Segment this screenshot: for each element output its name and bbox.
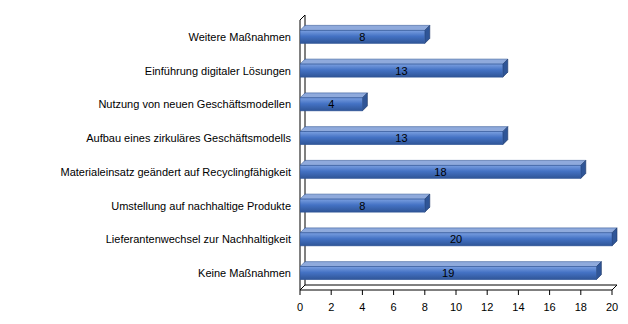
floor-back-edge [305, 285, 617, 286]
bar-front [300, 233, 612, 246]
data-label: 19 [442, 267, 454, 279]
x-tick-label: 14 [512, 301, 524, 313]
data-label: 18 [434, 166, 446, 178]
bar [300, 262, 601, 280]
bar-side [503, 59, 508, 77]
bar-side [612, 228, 617, 246]
bar-top [300, 262, 601, 267]
bar-top [300, 127, 508, 132]
chart-svg: 0 2 4 6 8 10 12 14 16 18 20 Weitere Maßnahmen Einfüh… [0, 0, 628, 324]
category-label: Aufbau eines zirkuläres Geschäftsmodells [86, 132, 291, 144]
axis-frame [300, 15, 617, 290]
bar [300, 25, 430, 43]
bar-front [300, 30, 425, 43]
data-label: 8 [359, 200, 365, 212]
x-tick-label: 12 [481, 301, 493, 313]
x-tick-label: 6 [391, 301, 397, 313]
x-tick [612, 290, 613, 295]
bar-top [300, 59, 508, 64]
bar-side [503, 127, 508, 145]
x-tick [456, 290, 457, 295]
bar-side [425, 25, 430, 43]
bar [300, 160, 586, 178]
category-label: Einführung digitaler Lösungen [145, 65, 291, 77]
x-tick-label: 10 [450, 301, 462, 313]
bar-side [581, 160, 586, 178]
bar [300, 127, 508, 145]
bar-side [362, 93, 367, 111]
data-label: 13 [395, 132, 407, 144]
frame-corner [300, 285, 305, 290]
bar-side [425, 194, 430, 212]
category-label: Materialeinsatz geändert auf Recyclingfä… [60, 166, 291, 178]
x-tick-label: 4 [359, 301, 365, 313]
data-labels: 8 13 4 13 18 8 20 19 [328, 31, 462, 279]
x-tick [549, 290, 550, 295]
x-tick-label: 16 [543, 301, 555, 313]
x-tick [393, 290, 394, 295]
x-tick [487, 290, 488, 295]
bar [300, 59, 508, 77]
frame-corner [300, 15, 305, 20]
x-tick-label: 8 [422, 301, 428, 313]
bar-top [300, 228, 617, 233]
bar-front [300, 98, 362, 111]
x-tick [580, 290, 581, 295]
bar-top [300, 194, 430, 199]
x-tick [424, 290, 425, 295]
data-label: 13 [395, 65, 407, 77]
bar-top [300, 93, 367, 98]
x-tick-label: 18 [575, 301, 587, 313]
x-tick [362, 290, 363, 295]
bar-top [300, 160, 586, 165]
bar [300, 228, 617, 246]
category-label: Lieferantenwechsel zur Nachhaltigkeit [106, 233, 291, 245]
bar-front [300, 199, 425, 212]
category-label: Weitere Maßnahmen [188, 31, 291, 43]
bar [300, 93, 367, 111]
bars [300, 25, 617, 279]
bar-front [300, 64, 503, 77]
chart-container: 0 2 4 6 8 10 12 14 16 18 20 Weitere Maßnahmen Einfüh… [0, 0, 628, 324]
data-label: 20 [450, 233, 462, 245]
frame-corner [612, 285, 617, 290]
category-label: Keine Maßnahmen [198, 267, 291, 279]
x-tick-label: 2 [328, 301, 334, 313]
x-tick [331, 290, 332, 295]
x-tick [518, 290, 519, 295]
x-tick-label: 20 [606, 301, 618, 313]
data-label: 4 [328, 98, 334, 110]
x-tick-label: 0 [297, 301, 303, 313]
category-label: Umstellung auf nachhaltige Produkte [111, 200, 291, 212]
bar-top [300, 25, 430, 30]
bar-side [596, 262, 601, 280]
x-ticks: 0 2 4 6 8 10 12 14 16 18 20 [297, 290, 618, 313]
bar-front [300, 267, 596, 280]
x-tick [300, 290, 301, 295]
data-label: 8 [359, 31, 365, 43]
bar-front [300, 165, 581, 178]
y-axis-line [300, 20, 301, 290]
category-label: Nutzung von neuen Geschäftsmodellen [98, 98, 291, 110]
bar-front [300, 132, 503, 145]
bar [300, 194, 430, 212]
y-labels: Weitere Maßnahmen Einführung digitaler Lö… [60, 31, 291, 279]
